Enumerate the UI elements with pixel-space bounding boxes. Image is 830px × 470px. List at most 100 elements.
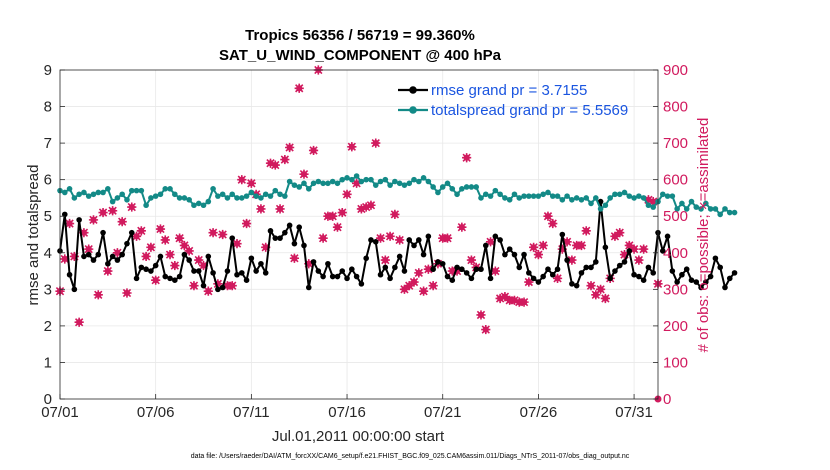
spread-point	[468, 184, 475, 190]
possible-obs-marker	[549, 220, 556, 227]
rmse-point	[487, 275, 494, 282]
spread-point	[516, 195, 523, 201]
assimilated-obs-marker	[108, 206, 118, 216]
rmse-point	[449, 277, 456, 283]
assimilated-obs-marker	[591, 290, 601, 300]
possible-obs-marker	[520, 299, 528, 306]
possible-obs-marker	[554, 275, 561, 282]
spread-point	[349, 176, 355, 183]
assimilated-obs-marker	[127, 202, 137, 212]
assimilated-obs-marker	[165, 250, 175, 260]
possible-obs-marker	[401, 286, 408, 293]
rmse-point	[468, 275, 475, 282]
y-axis-right-label: # of obs: o=possible; ×=assimilated	[695, 118, 712, 353]
rmse-point	[133, 275, 140, 282]
assimilated-obs-marker	[337, 207, 347, 218]
rmse-point	[277, 235, 283, 241]
assimilated-obs-marker	[548, 218, 558, 229]
possible-obs-marker	[166, 251, 174, 258]
spread-point	[569, 196, 575, 203]
spread-point	[659, 191, 666, 198]
rmse-point	[148, 268, 154, 274]
possible-obs-marker	[229, 282, 236, 289]
assimilated-obs-marker	[151, 275, 161, 285]
assimilated-obs-marker	[294, 83, 304, 93]
rmse-point	[521, 251, 527, 258]
spread-point	[707, 206, 714, 212]
spread-point	[215, 193, 221, 199]
possible-obs-marker	[310, 147, 317, 154]
rmse-point	[181, 251, 188, 258]
assimilated-obs-marker	[380, 255, 390, 265]
possible-obs-marker	[468, 256, 475, 264]
spread-point	[296, 184, 303, 190]
possible-obs-marker	[209, 229, 217, 236]
assimilated-obs-marker	[265, 158, 276, 168]
rmse-point	[698, 284, 704, 291]
possible-obs-marker	[377, 235, 384, 242]
spread-point	[607, 195, 613, 201]
assimilated-obs-marker	[557, 244, 567, 254]
rmse-point	[597, 198, 604, 205]
rmse-point	[339, 268, 346, 274]
spread-point	[712, 206, 719, 212]
spread-point	[526, 193, 532, 199]
possible-obs-marker	[367, 202, 375, 209]
assimilated-obs-marker	[390, 209, 400, 219]
possible-obs-marker	[482, 326, 489, 333]
x-tick-label: 07/01	[41, 404, 79, 421]
y-tick-label: 5	[44, 208, 52, 225]
spread-point	[621, 189, 628, 196]
spread-point	[363, 176, 369, 183]
rmse-point	[162, 273, 169, 280]
spread-point	[439, 184, 446, 190]
assimilated-obs-marker	[610, 231, 620, 241]
y-right-tick-label: 900	[663, 62, 688, 79]
rmse-point	[224, 268, 231, 274]
assimilated-obs-marker	[375, 233, 386, 243]
possible-obs-marker	[248, 180, 255, 187]
rmse-point	[492, 233, 499, 240]
rmse-point	[530, 275, 537, 282]
rmse-point	[516, 264, 523, 271]
rmse-point	[368, 237, 374, 243]
spread-point	[449, 186, 456, 192]
y-tick-label: 6	[44, 172, 52, 189]
assimilated-obs-marker	[179, 240, 189, 251]
spread-point	[262, 191, 269, 198]
rmse-point	[253, 268, 259, 274]
assimilated-obs-marker	[194, 255, 204, 265]
assimilated-obs-marker	[600, 293, 610, 304]
rmse-point	[712, 255, 719, 262]
assimilated-obs-marker	[117, 217, 127, 227]
spread-point	[416, 178, 422, 185]
legend-rmse-marker	[409, 86, 417, 94]
spread-point	[85, 193, 92, 199]
rmse-point	[358, 281, 365, 287]
y-right-tick-label: 400	[663, 245, 688, 262]
rmse-point	[430, 266, 436, 273]
rmse-point	[100, 229, 106, 236]
possible-obs-marker	[487, 238, 494, 245]
spread-point	[387, 182, 393, 188]
spread-point	[626, 193, 633, 199]
possible-obs-marker	[525, 278, 532, 286]
spread-point	[286, 178, 293, 185]
rmse-point	[310, 259, 317, 265]
spread-point	[406, 180, 413, 187]
assimilated-obs-marker	[629, 244, 639, 254]
chart-title: Tropics 56356 / 56719 = 99.360%	[245, 27, 475, 44]
assimilated-obs-marker	[170, 260, 180, 271]
spread-point	[195, 200, 202, 207]
spread-point	[253, 193, 259, 199]
assimilated-obs-marker	[227, 281, 237, 291]
spread-point	[234, 195, 240, 201]
spread-point	[267, 193, 274, 199]
rmse-point	[325, 260, 331, 267]
possible-obs-marker	[190, 282, 198, 289]
possible-obs-marker	[162, 236, 169, 244]
rmse-point	[387, 275, 393, 282]
possible-obs-marker	[410, 278, 418, 286]
possible-obs-marker	[415, 269, 422, 276]
spread-point	[105, 186, 111, 192]
